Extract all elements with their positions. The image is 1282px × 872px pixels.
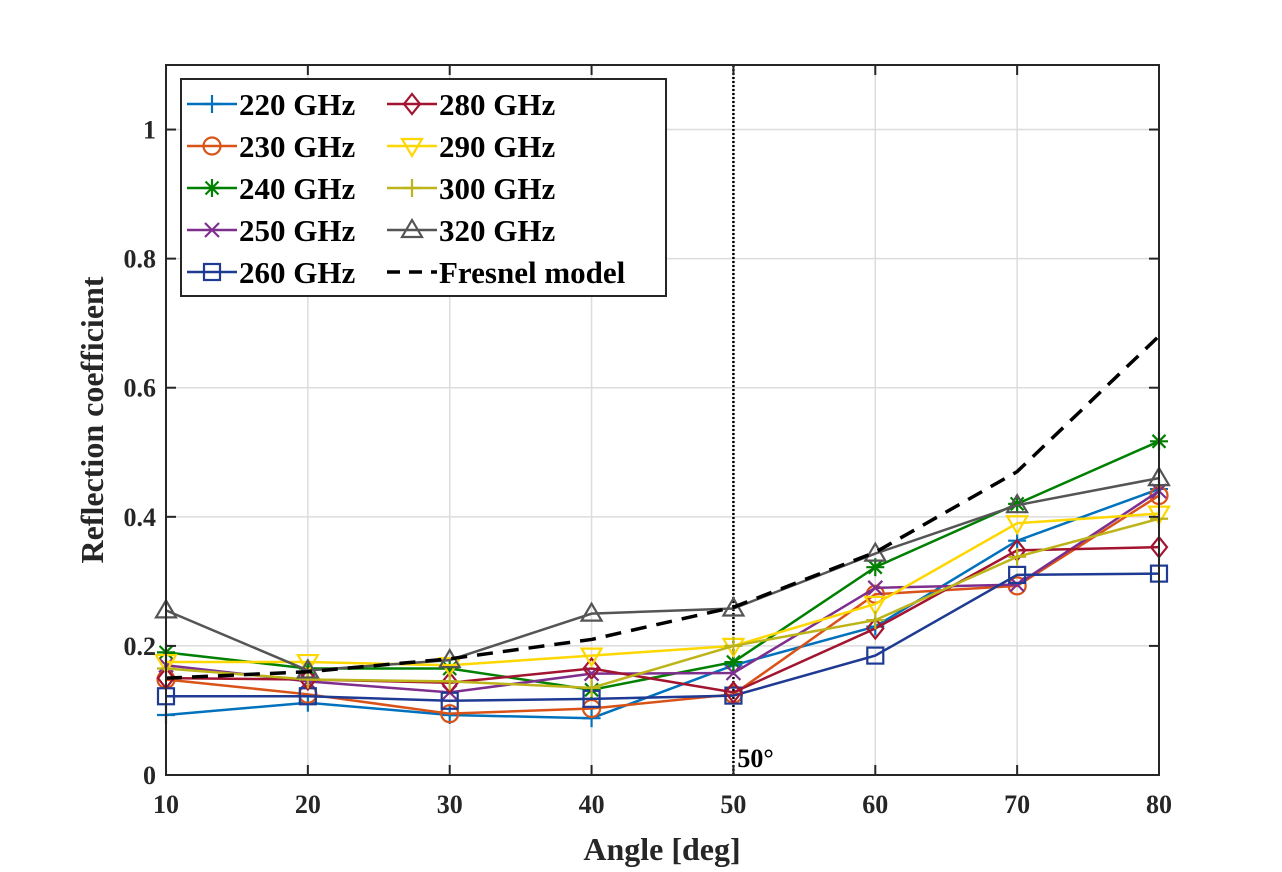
legend-label: 300 GHz (439, 171, 555, 206)
x-tick-label: 30 (437, 790, 463, 819)
y-tick-label: 0 (143, 761, 156, 790)
x-tick-label: 70 (1004, 790, 1030, 819)
legend-label: 320 GHz (439, 213, 555, 248)
legend-label: 290 GHz (439, 129, 555, 164)
legend-label: 260 GHz (239, 255, 355, 290)
y-tick-label: 0.6 (124, 374, 157, 403)
y-tick-label: 0.4 (124, 503, 157, 532)
legend: 220 GHz 230 GHz 240 GHz 250 GHz 260 GHz 280 G… (181, 79, 666, 296)
legend-label: 280 GHz (439, 87, 555, 122)
x-tick-label: 10 (153, 790, 179, 819)
y-axis-label: Reflection coefficient (74, 276, 110, 563)
x-axis-label: Angle [deg] (583, 831, 740, 867)
legend-label: Fresnel model (439, 255, 626, 290)
legend-label: 250 GHz (239, 213, 355, 248)
y-tick-label: 0.2 (124, 632, 157, 661)
y-tick-label: 1 (143, 116, 156, 145)
legend-label: 240 GHz (239, 171, 355, 206)
annotation-label: 50° (737, 744, 773, 773)
legend-label: 230 GHz (239, 129, 355, 164)
legend-label: 220 GHz (239, 87, 355, 122)
x-tick-label: 50 (720, 790, 746, 819)
x-tick-label: 60 (862, 790, 888, 819)
reflection-coefficient-chart: 50° 10 20 30 40 50 60 70 80 0 0.2 0.4 0.6 0.8 1 Angle… (0, 0, 1282, 872)
y-tick-label: 0.8 (124, 245, 157, 274)
x-tick-label: 40 (579, 790, 605, 819)
x-tick-label: 80 (1146, 790, 1172, 819)
legend-marker (203, 179, 221, 197)
x-tick-label: 20 (295, 790, 321, 819)
